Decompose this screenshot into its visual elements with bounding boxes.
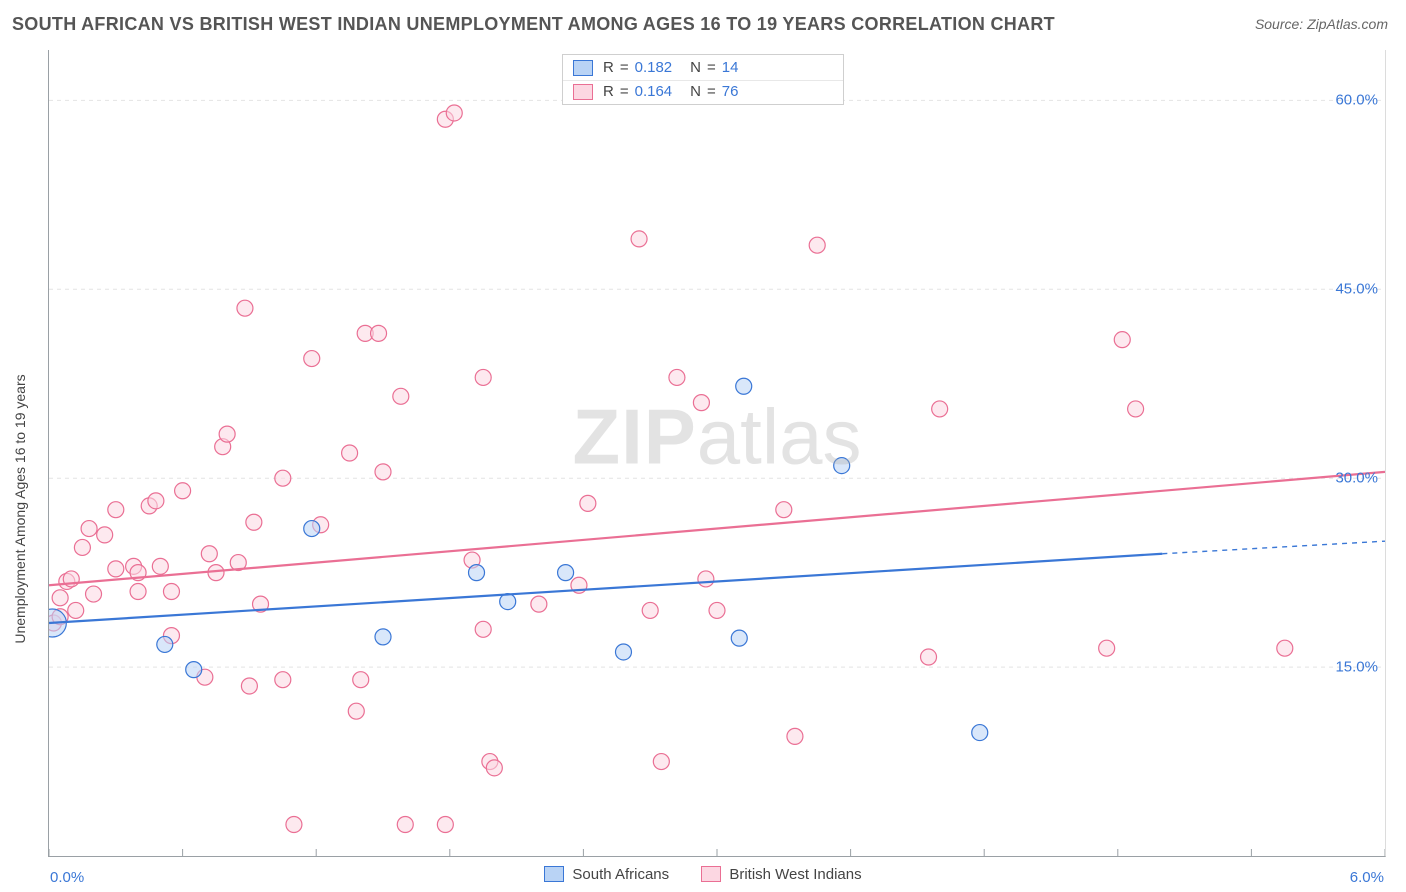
scatter-point-b bbox=[97, 527, 113, 543]
scatter-point-a bbox=[731, 630, 747, 646]
scatter-point-b bbox=[130, 584, 146, 600]
scatter-point-b bbox=[580, 495, 596, 511]
scatter-point-b bbox=[219, 426, 235, 442]
scatter-point-b bbox=[241, 678, 257, 694]
scatter-point-b bbox=[375, 464, 391, 480]
scatter-point-b bbox=[1277, 640, 1293, 656]
scatter-point-a bbox=[469, 565, 485, 581]
scatter-point-b bbox=[81, 521, 97, 537]
scatter-point-b bbox=[246, 514, 262, 530]
bottom-legend: South Africans British West Indians bbox=[0, 866, 1406, 887]
scatter-point-b bbox=[275, 470, 291, 486]
scatter-point-a bbox=[615, 644, 631, 660]
scatter-point-a bbox=[834, 458, 850, 474]
scatter-point-b bbox=[348, 703, 364, 719]
swatch-series-a bbox=[544, 866, 564, 882]
scatter-point-b bbox=[148, 493, 164, 509]
y-axis-label-container: Unemployment Among Ages 16 to 19 years bbox=[0, 50, 48, 856]
scatter-point-b bbox=[475, 621, 491, 637]
legend-item-b: British West Indians bbox=[701, 866, 861, 883]
scatter-point-b bbox=[397, 817, 413, 833]
scatter-point-b bbox=[1099, 640, 1115, 656]
scatter-point-a bbox=[157, 636, 173, 652]
scatter-point-b bbox=[237, 300, 253, 316]
scatter-point-a bbox=[186, 662, 202, 678]
scatter-point-b bbox=[642, 602, 658, 618]
y-tick-label: 45.0% bbox=[1335, 281, 1378, 298]
stat-r-label: R bbox=[603, 59, 614, 76]
scatter-point-b bbox=[152, 558, 168, 574]
scatter-point-b bbox=[201, 546, 217, 562]
scatter-point-b bbox=[631, 231, 647, 247]
scatter-point-b bbox=[353, 672, 369, 688]
scatter-point-b bbox=[68, 602, 84, 618]
stat-r-value: 0.164 bbox=[635, 83, 673, 100]
stat-n-label: N bbox=[690, 83, 701, 100]
stats-legend-box: R = 0.182 N = 14 R = 0.164 N = 76 bbox=[562, 54, 844, 105]
scatter-point-b bbox=[787, 728, 803, 744]
y-tick-label: 15.0% bbox=[1335, 659, 1378, 676]
scatter-point-b bbox=[86, 586, 102, 602]
scatter-point-b bbox=[163, 584, 179, 600]
y-axis-label: Unemployment Among Ages 16 to 19 years bbox=[12, 375, 28, 644]
scatter-point-a bbox=[972, 725, 988, 741]
scatter-point-a bbox=[736, 378, 752, 394]
legend-label-b: British West Indians bbox=[729, 866, 861, 883]
scatter-point-b bbox=[693, 395, 709, 411]
scatter-point-a bbox=[304, 521, 320, 537]
scatter-point-b bbox=[74, 539, 90, 555]
scatter-point-b bbox=[653, 754, 669, 770]
equals-icon: = bbox=[620, 59, 629, 76]
stat-n-label: N bbox=[690, 59, 701, 76]
swatch-series-a bbox=[573, 60, 593, 76]
swatch-series-b bbox=[573, 84, 593, 100]
scatter-point-b bbox=[304, 351, 320, 367]
stat-r-value: 0.182 bbox=[635, 59, 673, 76]
stat-n-value: 76 bbox=[722, 83, 739, 100]
stat-n-value: 14 bbox=[722, 59, 739, 76]
scatter-point-b bbox=[52, 590, 68, 606]
plot-area: ZIPatlas bbox=[48, 50, 1386, 857]
legend-item-a: South Africans bbox=[544, 866, 669, 883]
scatter-point-b bbox=[1128, 401, 1144, 417]
scatter-point-b bbox=[809, 237, 825, 253]
scatter-point-b bbox=[437, 817, 453, 833]
chart-svg bbox=[49, 50, 1385, 856]
scatter-point-b bbox=[932, 401, 948, 417]
scatter-point-b bbox=[286, 817, 302, 833]
scatter-point-b bbox=[108, 502, 124, 518]
scatter-point-b bbox=[275, 672, 291, 688]
scatter-point-b bbox=[531, 596, 547, 612]
scatter-point-b bbox=[446, 105, 462, 121]
scatter-point-b bbox=[371, 325, 387, 341]
scatter-point-b bbox=[342, 445, 358, 461]
scatter-point-b bbox=[108, 561, 124, 577]
equals-icon: = bbox=[707, 83, 716, 100]
scatter-point-b bbox=[921, 649, 937, 665]
scatter-point-b bbox=[486, 760, 502, 776]
scatter-point-a bbox=[500, 594, 516, 610]
chart-title: SOUTH AFRICAN VS BRITISH WEST INDIAN UNE… bbox=[12, 14, 1394, 35]
scatter-point-b bbox=[698, 571, 714, 587]
scatter-point-b bbox=[669, 369, 685, 385]
y-tick-label: 30.0% bbox=[1335, 470, 1378, 487]
y-tick-label: 60.0% bbox=[1335, 92, 1378, 109]
equals-icon: = bbox=[707, 59, 716, 76]
source-label: Source: ZipAtlas.com bbox=[1255, 16, 1388, 32]
scatter-point-b bbox=[393, 388, 409, 404]
legend-label-a: South Africans bbox=[572, 866, 669, 883]
scatter-point-b bbox=[776, 502, 792, 518]
scatter-point-a bbox=[375, 629, 391, 645]
trendline-a-extrapolated bbox=[1162, 541, 1385, 554]
scatter-point-b bbox=[1114, 332, 1130, 348]
scatter-point-b bbox=[475, 369, 491, 385]
swatch-series-b bbox=[701, 866, 721, 882]
stats-row: R = 0.182 N = 14 bbox=[563, 57, 843, 80]
scatter-point-a bbox=[558, 565, 574, 581]
stats-row: R = 0.164 N = 76 bbox=[563, 80, 843, 104]
scatter-point-b bbox=[175, 483, 191, 499]
equals-icon: = bbox=[620, 83, 629, 100]
scatter-point-b bbox=[709, 602, 725, 618]
stat-r-label: R bbox=[603, 83, 614, 100]
